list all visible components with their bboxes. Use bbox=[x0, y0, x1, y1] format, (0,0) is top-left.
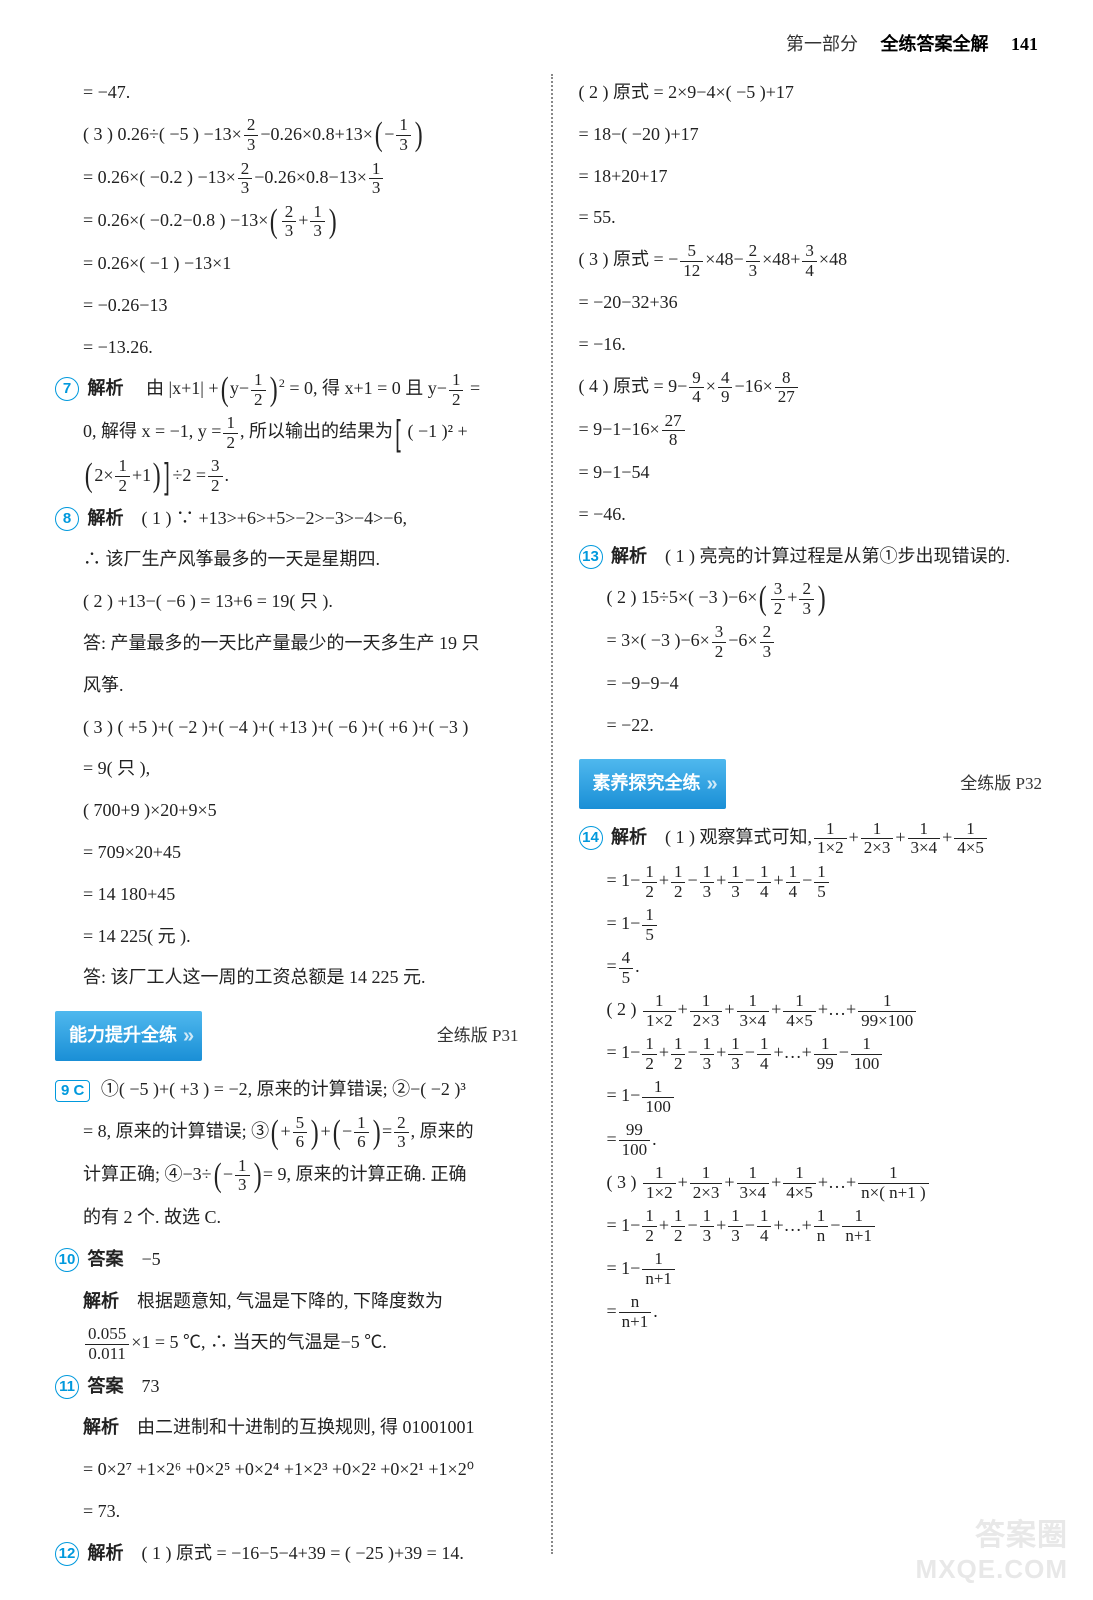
left-column: = −47. ( 3 ) 0.26÷( −5 ) −13×23−0.26×0.8… bbox=[55, 74, 525, 1554]
math-line: 答: 该厂工人这一周的工资总额是 14 225 元. bbox=[55, 959, 525, 997]
math-line: = 3×( −3 )−6×32−6×23 bbox=[579, 622, 1049, 661]
question-number: 11 bbox=[55, 1375, 79, 1399]
math-line: = 0.26×( −0.2−0.8 ) −13×(23+13) bbox=[55, 202, 525, 241]
q8-line: 8 解析 ( 1 ) ∵ +13>+6>+5>−2>−3>−4>−6, bbox=[55, 500, 525, 538]
math-line: = 18+20+17 bbox=[579, 158, 1049, 196]
math-line: ∴ 该厂生产风筝最多的一天是星期四. bbox=[55, 541, 525, 579]
math-line: = −47. bbox=[55, 74, 525, 112]
math-line: = 1−12+12−13+13−14+…+199−1100 bbox=[579, 1034, 1049, 1073]
math-line: = 1−12+12−13+13−14+14−15 bbox=[579, 862, 1049, 901]
math-line: = 1−12+12−13+13−14+…+1n−1n+1 bbox=[579, 1207, 1049, 1246]
math-line: ( 3 ) 11×2+12×3+13×4+14×5+…+1n×( n+1 ) bbox=[579, 1164, 1049, 1203]
math-line: 答: 产量最多的一天比产量最少的一天多生产 19 只 bbox=[55, 625, 525, 663]
q11-line: 11 答案 73 bbox=[55, 1368, 525, 1406]
page-header: 第一部分 全练答案全解 141 bbox=[55, 30, 1048, 56]
ability-banner: 能力提升全练» 全练版 P31 bbox=[55, 1011, 525, 1061]
analysis-label: 解析 bbox=[88, 1543, 124, 1563]
math-line: = 0.26×( −0.2 ) −13×23−0.26×0.8−13×13 bbox=[55, 159, 525, 198]
q9-line: 9 C ①( −5 )+( +3 ) = −2, 原来的计算错误; ②−( −2… bbox=[55, 1071, 525, 1109]
math-line: ( 3 ) 0.26÷( −5 ) −13×23−0.26×0.8+13×(−1… bbox=[55, 116, 525, 155]
math-line: ( 2 ) 15÷5×( −3 )−6×(32+23) bbox=[579, 579, 1049, 618]
math-line: = −22. bbox=[579, 707, 1049, 745]
math-line: = −16. bbox=[579, 326, 1049, 364]
q14-line: 14 解析 ( 1 ) 观察算式可知,11×2+12×3+13×4+14×5 bbox=[579, 819, 1049, 858]
analysis-label: 解析 bbox=[611, 546, 647, 566]
q13-line: 13 解析 ( 1 ) 亮亮的计算过程是从第①步出现错误的. bbox=[579, 538, 1049, 576]
banner-label: 素养探究全练» bbox=[579, 759, 726, 809]
math-line: =45. bbox=[579, 948, 1049, 987]
question-number: 12 bbox=[55, 1542, 79, 1566]
math-line: 计算正确; ④−3÷(−13)= 9, 原来的计算正确. 正确 bbox=[55, 1156, 525, 1195]
analysis-label: 解析 bbox=[611, 827, 647, 847]
header-title: 全练答案全解 bbox=[881, 34, 989, 54]
math-line: = −13.26. bbox=[55, 329, 525, 367]
math-line: = 55. bbox=[579, 199, 1049, 237]
question-number: 14 bbox=[579, 826, 603, 850]
content-columns: = −47. ( 3 ) 0.26÷( −5 ) −13×23−0.26×0.8… bbox=[55, 74, 1048, 1554]
math-line: =nn+1. bbox=[579, 1293, 1049, 1332]
q10-line: 10 答案 −5 bbox=[55, 1241, 525, 1279]
math-line: = 18−( −20 )+17 bbox=[579, 116, 1049, 154]
header-page: 141 bbox=[1011, 34, 1038, 54]
math-line: ( 700+9 )×20+9×5 bbox=[55, 792, 525, 830]
question-number: 8 bbox=[55, 507, 79, 531]
math-line: = 8, 原来的计算错误; ③(+56)+(−16)=23, 原来的 bbox=[55, 1113, 525, 1152]
math-line: 解析 由二进制和十进制的互换规则, 得 01001001 bbox=[55, 1409, 525, 1447]
math-line: ( 2 ) 11×2+12×3+13×4+14×5+…+199×100 bbox=[579, 991, 1049, 1030]
watermark: 答案圈 MXQE.COM bbox=[916, 1518, 1068, 1585]
math-line: 的有 2 个. 故选 C. bbox=[55, 1199, 525, 1237]
right-column: ( 2 ) 原式 = 2×9−4×( −5 )+17 = 18−( −20 )+… bbox=[579, 74, 1049, 1554]
watermark-en: MXQE.COM bbox=[916, 1554, 1068, 1584]
math-line: = 9−1−54 bbox=[579, 454, 1049, 492]
header-part: 第一部分 bbox=[786, 34, 858, 54]
explore-banner: 素养探究全练» 全练版 P32 bbox=[579, 759, 1049, 809]
math-line: ( 4 ) 原式 = 9−94×49−16×827 bbox=[579, 368, 1049, 407]
math-line: = 1−1100 bbox=[579, 1077, 1049, 1116]
question-number: 7 bbox=[55, 377, 79, 401]
math-line: = 73. bbox=[55, 1493, 525, 1531]
math-line: = 1−15 bbox=[579, 905, 1049, 944]
question-number: 13 bbox=[579, 545, 603, 569]
math-line: = 0×2⁷ +1×2⁶ +0×2⁵ +0×2⁴ +1×2³ +0×2² +0×… bbox=[55, 1451, 525, 1489]
analysis-label: 解析 bbox=[88, 508, 124, 528]
math-line: (2×12+1)]÷2 =32. bbox=[55, 457, 525, 496]
math-line: = 9−1−16×278 bbox=[579, 411, 1049, 450]
math-line: = 9( 只 ), bbox=[55, 750, 525, 788]
math-line: = 0.26×( −1 ) −13×1 bbox=[55, 245, 525, 283]
math-line: ( 2 ) 原式 = 2×9−4×( −5 )+17 bbox=[579, 74, 1049, 112]
answer-label: 答案 bbox=[88, 1376, 124, 1396]
answer-label: 答案 bbox=[88, 1249, 124, 1269]
math-line: 解析 根据题意知, 气温是下降的, 下降度数为 bbox=[55, 1283, 525, 1321]
math-line: 0.0550.011×1 = 5 ℃, ∴ 当天的气温是−5 ℃. bbox=[55, 1324, 525, 1363]
math-line: = 1−1n+1 bbox=[579, 1250, 1049, 1289]
math-line: = 14 180+45 bbox=[55, 876, 525, 914]
math-line: ( 3 ) ( +5 )+( −2 )+( −4 )+( +13 )+( −6 … bbox=[55, 709, 525, 747]
q7-line: 7 解析 由 |x+1| +(y−12)2 = 0, 得 x+1 = 0 且 y… bbox=[55, 370, 525, 409]
math-line: ( 2 ) +13−( −6 ) = 13+6 = 19( 只 ). bbox=[55, 583, 525, 621]
q12-line: 12 解析 ( 1 ) 原式 = −16−5−4+39 = ( −25 )+39… bbox=[55, 1535, 525, 1573]
math-line: ( 3 ) 原式 = −512×48−23×48+34×48 bbox=[579, 241, 1049, 280]
math-line: = −46. bbox=[579, 496, 1049, 534]
math-line: = −20−32+36 bbox=[579, 284, 1049, 322]
banner-ref: 全练版 P31 bbox=[437, 1018, 525, 1054]
math-line: = 709×20+45 bbox=[55, 834, 525, 872]
banner-ref: 全练版 P32 bbox=[960, 766, 1048, 802]
math-line: =99100. bbox=[579, 1121, 1049, 1160]
math-line: 风筝. bbox=[55, 667, 525, 705]
math-line: 0, 解得 x = −1, y =12, 所以输出的结果为[ ( −1 )² + bbox=[55, 413, 525, 452]
question-number: 9 C bbox=[55, 1080, 90, 1102]
analysis-label: 解析 bbox=[88, 378, 124, 398]
column-divider bbox=[551, 74, 553, 1554]
math-line: = 14 225( 元 ). bbox=[55, 918, 525, 956]
watermark-cn: 答案圈 bbox=[916, 1518, 1068, 1554]
banner-label: 能力提升全练» bbox=[55, 1011, 202, 1061]
math-line: = −0.26−13 bbox=[55, 287, 525, 325]
question-number: 10 bbox=[55, 1248, 79, 1272]
math-line: = −9−9−4 bbox=[579, 665, 1049, 703]
